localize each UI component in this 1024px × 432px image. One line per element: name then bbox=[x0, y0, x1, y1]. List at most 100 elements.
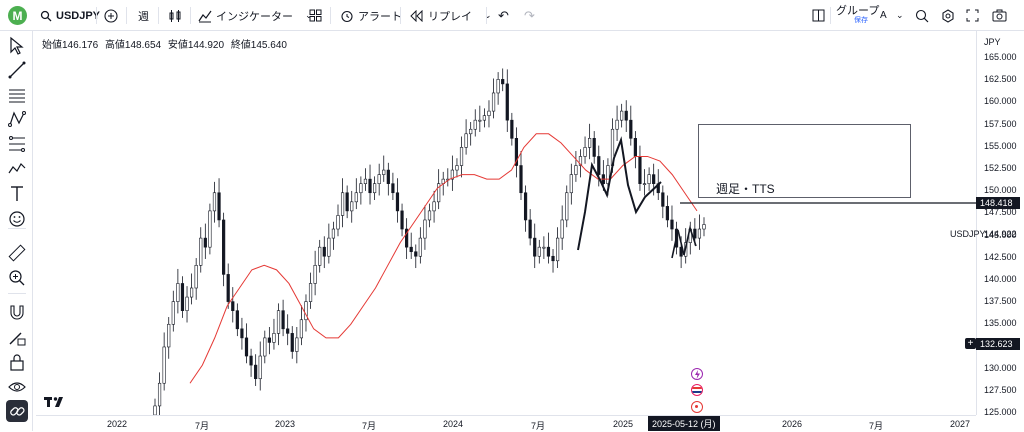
candle-body bbox=[620, 110, 624, 121]
panel-toggle-button[interactable] bbox=[812, 0, 825, 31]
moving-average-line[interactable] bbox=[189, 133, 698, 384]
cursor-icon bbox=[10, 36, 24, 55]
candle-body bbox=[391, 183, 395, 194]
top-toolbar: M USDJPY 週 インジケーター ⌄ アラート リプレイ ⌄ ↶ ↷ グルー… bbox=[0, 0, 1024, 31]
fib-tool[interactable] bbox=[6, 133, 28, 155]
candle-body bbox=[528, 219, 532, 239]
group-button[interactable]: グループ 保存 bbox=[836, 0, 879, 31]
candle-body bbox=[244, 337, 249, 357]
panel-icon bbox=[812, 9, 825, 22]
group-dropdown[interactable]: ⌄ bbox=[896, 0, 904, 31]
us-flag-event-icon[interactable] bbox=[691, 384, 703, 396]
interval-button[interactable]: 週 bbox=[138, 0, 149, 31]
group-label: グループ bbox=[836, 5, 880, 17]
fullscreen-button[interactable] bbox=[966, 0, 979, 31]
candle-body bbox=[615, 119, 619, 130]
eye-icon bbox=[8, 382, 26, 392]
candle-body bbox=[162, 346, 166, 384]
lightning-event-icon[interactable] bbox=[691, 368, 703, 380]
pattern-tool[interactable] bbox=[6, 108, 28, 130]
candle-body bbox=[551, 255, 555, 262]
add-price-button[interactable]: + bbox=[965, 338, 976, 349]
pattern-drawing[interactable] bbox=[577, 136, 662, 251]
trend-line-icon bbox=[8, 61, 26, 79]
symbol-search[interactable]: USDJPY bbox=[40, 0, 100, 31]
cursor-tool[interactable] bbox=[6, 35, 28, 57]
candle-body bbox=[638, 156, 642, 184]
candle-body bbox=[427, 210, 432, 221]
pattern-drawing-recent[interactable] bbox=[671, 225, 697, 259]
price-tick-label: 165.000 bbox=[984, 52, 1017, 62]
candle-body bbox=[537, 246, 541, 257]
time-tick-label: 7月 bbox=[195, 421, 210, 431]
cursor-date-label: 2025-05-12 (月) bbox=[648, 416, 720, 431]
settings-button[interactable] bbox=[941, 0, 955, 31]
candle-body bbox=[501, 79, 505, 85]
zoom-tool[interactable] bbox=[6, 267, 28, 289]
close-value: 終値145.640 bbox=[230, 40, 287, 51]
candle-body bbox=[368, 178, 372, 194]
lock-tool[interactable] bbox=[6, 351, 28, 373]
candle-body bbox=[592, 138, 596, 157]
price-axis[interactable] bbox=[976, 31, 1024, 415]
candle-body bbox=[542, 246, 546, 249]
time-tick-label: 7月 bbox=[531, 421, 546, 431]
annotation-rectangle[interactable] bbox=[698, 124, 911, 198]
group-letter-label: A bbox=[880, 10, 887, 21]
quick-search-button[interactable] bbox=[915, 0, 929, 31]
candle-body bbox=[469, 128, 473, 135]
candle-body bbox=[171, 301, 175, 325]
candle-body bbox=[437, 183, 441, 203]
jp-flag-event-icon[interactable] bbox=[691, 401, 703, 413]
candle-body bbox=[496, 79, 500, 94]
candle-body bbox=[345, 192, 349, 212]
interval-label: 週 bbox=[138, 10, 149, 23]
trend-line-tool[interactable] bbox=[6, 59, 28, 81]
candle-body bbox=[286, 328, 290, 334]
pencil-lock-tool[interactable] bbox=[6, 326, 28, 348]
snapshot-button[interactable] bbox=[992, 0, 1007, 31]
text-tool[interactable] bbox=[6, 183, 28, 205]
candle-body bbox=[578, 156, 583, 166]
price-tick-label: 127.500 bbox=[984, 385, 1017, 395]
candle-body bbox=[418, 237, 422, 257]
tradingview-logo[interactable] bbox=[44, 396, 66, 410]
candle-body bbox=[185, 296, 189, 311]
indicators-button[interactable]: インジケーター ⌄ bbox=[198, 0, 313, 31]
compare-button[interactable] bbox=[104, 0, 118, 31]
candle-body bbox=[661, 192, 665, 207]
group-letter[interactable]: A bbox=[880, 0, 887, 31]
replay-button[interactable]: リプレイ ⌄ bbox=[410, 0, 492, 31]
chart-type-button[interactable] bbox=[168, 0, 182, 31]
currency-label[interactable]: JPY bbox=[984, 37, 1001, 47]
candle-body bbox=[372, 183, 377, 194]
candle-body bbox=[606, 165, 610, 184]
redo-button[interactable]: ↷ bbox=[524, 0, 535, 31]
time-axis[interactable] bbox=[36, 415, 976, 432]
gear-icon bbox=[942, 8, 954, 23]
candle-body bbox=[414, 251, 418, 257]
candle-body bbox=[217, 192, 221, 221]
ruler-tool[interactable] bbox=[6, 242, 28, 264]
undo-button[interactable]: ↶ bbox=[498, 0, 509, 31]
candle-body bbox=[647, 174, 651, 184]
zigzag-tool[interactable] bbox=[6, 158, 28, 180]
emoji-tool[interactable] bbox=[6, 208, 28, 230]
camera-icon bbox=[992, 9, 1007, 22]
link-tool[interactable] bbox=[6, 400, 28, 422]
alert-button[interactable]: アラート bbox=[340, 0, 402, 31]
eye-tool[interactable] bbox=[6, 376, 28, 398]
horizontal-lines-tool[interactable] bbox=[6, 84, 28, 106]
candle-body bbox=[491, 92, 496, 112]
candle-body bbox=[555, 237, 560, 262]
candle-body bbox=[226, 274, 230, 302]
annotation-text[interactable]: 週足・TTS bbox=[716, 182, 775, 196]
fib-icon bbox=[9, 136, 25, 152]
magnet-tool[interactable] bbox=[6, 301, 28, 323]
search-icon bbox=[40, 10, 52, 21]
candle-body bbox=[432, 201, 436, 212]
layout-button[interactable] bbox=[309, 0, 322, 31]
candle-body bbox=[642, 183, 647, 185]
avatar[interactable]: M bbox=[8, 6, 27, 25]
